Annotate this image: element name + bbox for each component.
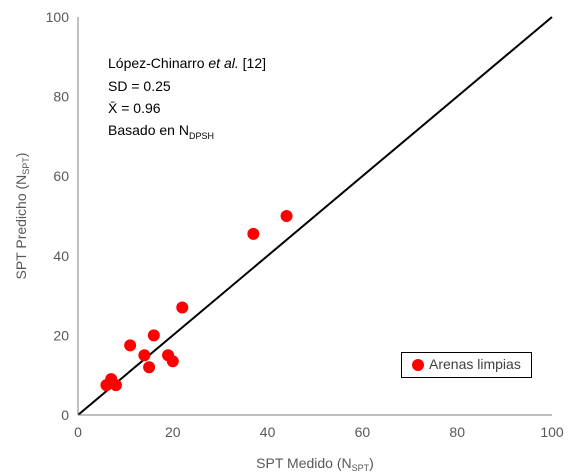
annotation-basis: Basado en NDPSH	[108, 122, 214, 141]
y-tick-label: 0	[61, 407, 69, 423]
x-tick-label: 20	[165, 424, 181, 440]
x-tick-label: 0	[74, 424, 82, 440]
x-tick-label: 60	[355, 424, 371, 440]
y-tick-label: 80	[53, 89, 69, 105]
legend-marker	[412, 359, 424, 371]
legend-label: Arenas limpias	[429, 356, 521, 372]
x-tick-label: 100	[540, 424, 564, 440]
annotation-source: López-Chinarro et al. [12]	[108, 55, 266, 71]
data-point	[143, 361, 156, 374]
y-tick-label: 20	[53, 327, 69, 343]
y-tick-label: 40	[53, 248, 69, 264]
data-point	[147, 329, 160, 342]
y-tick-label: 100	[46, 9, 70, 25]
reference-line-1to1	[77, 16, 553, 416]
y-tick-label: 60	[53, 168, 69, 184]
annotation-sd: SD = 0.25	[108, 78, 171, 94]
legend: Arenas limpias	[401, 352, 532, 378]
data-point	[247, 227, 260, 240]
y-axis-title: SPT Predicho (NSPT)	[13, 153, 31, 280]
data-point	[138, 349, 151, 362]
x-axis-title: SPT Medido (NSPT)	[256, 455, 374, 473]
x-tick-label: 40	[260, 424, 276, 440]
data-point	[176, 301, 189, 314]
data-point	[109, 379, 122, 392]
data-point	[166, 355, 179, 368]
data-point	[124, 339, 137, 352]
data-point	[280, 210, 293, 222]
annotation-mean: X̄ = 0.96	[108, 100, 161, 116]
x-tick-label: 80	[449, 424, 465, 440]
